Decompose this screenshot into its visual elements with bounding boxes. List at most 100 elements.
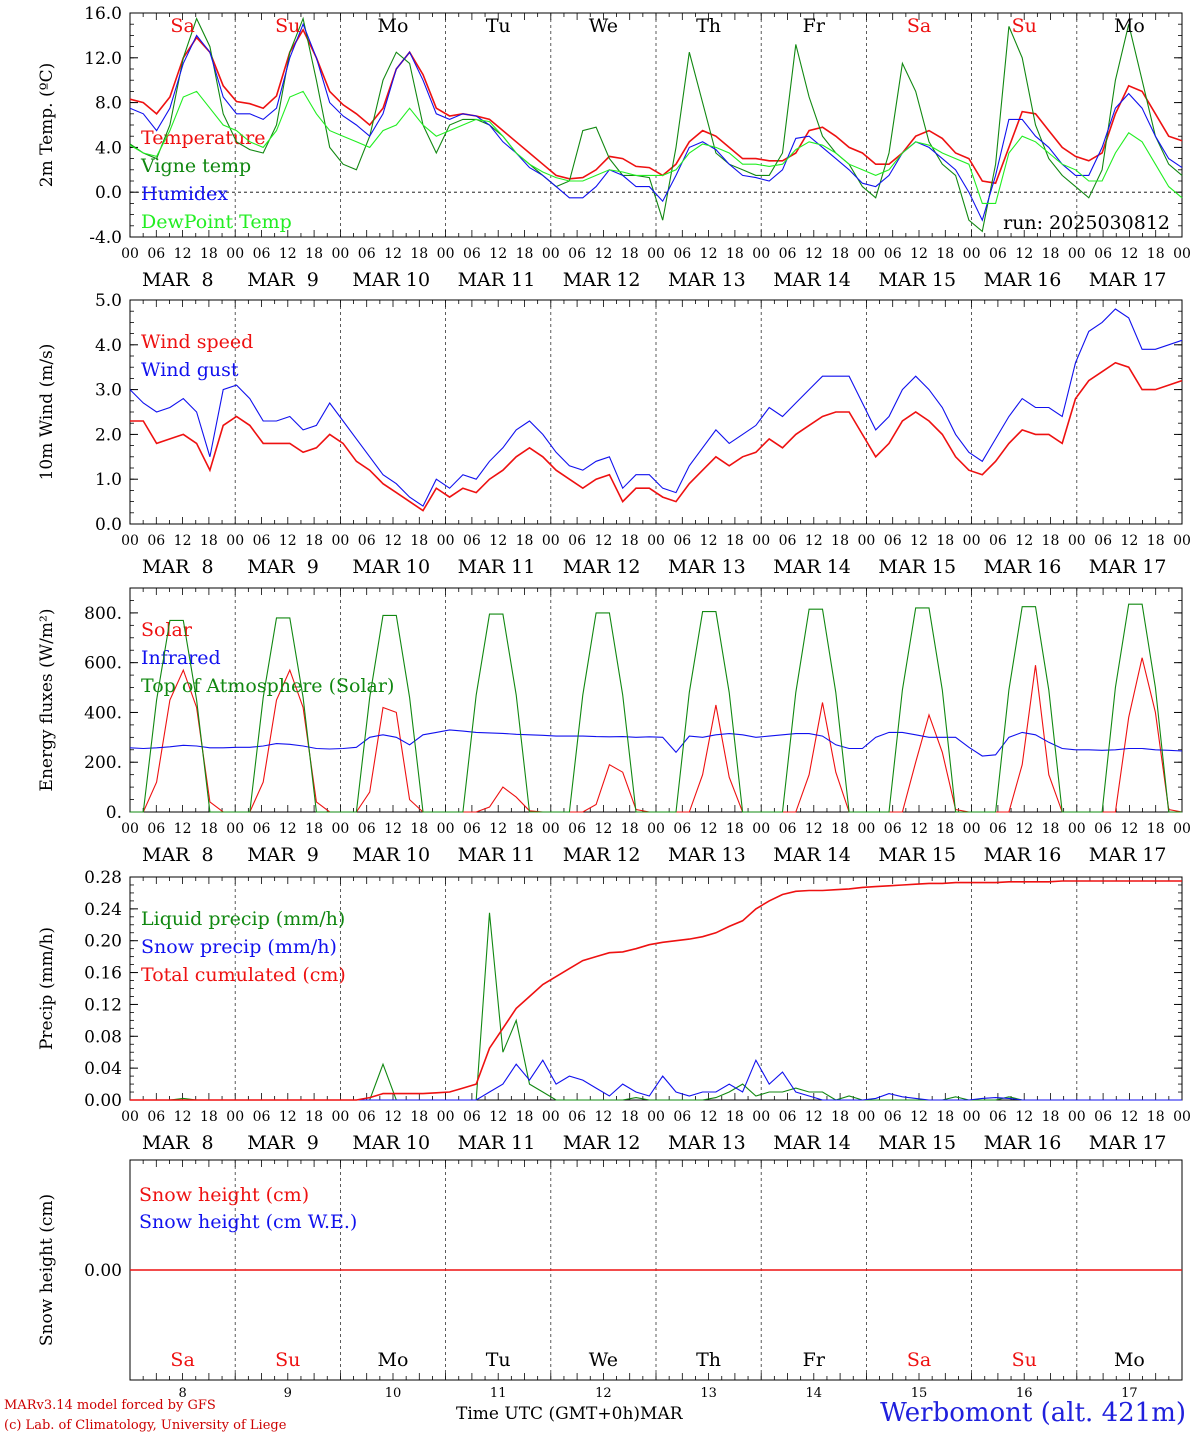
x-hour-label: 00 xyxy=(331,246,349,262)
x-hour-label: 18 xyxy=(621,821,639,837)
x-hour-label: 18 xyxy=(200,533,218,549)
y-tick-label: 0.08 xyxy=(84,1027,122,1047)
x-hour-label: 12 xyxy=(1120,821,1138,837)
x-hour-label: 06 xyxy=(358,246,376,262)
weekday-label: Su xyxy=(1012,1349,1037,1371)
weekday-label: Sa xyxy=(907,1349,931,1371)
x-hour-label: 00 xyxy=(437,821,455,837)
x-hour-label: 06 xyxy=(358,533,376,549)
x-hour-label: 18 xyxy=(305,246,323,262)
y-tick-label: -4.0 xyxy=(89,228,122,248)
x-hour-label: 00 xyxy=(331,821,349,837)
y-axis-label: 10m Wind (m/s) xyxy=(37,344,57,481)
weekday-label: We xyxy=(589,1349,618,1371)
x-hour-label: 00 xyxy=(1068,246,1086,262)
x-hour-label: 18 xyxy=(1147,533,1165,549)
x-hour-label: 00 xyxy=(1068,821,1086,837)
weekday-label: Mo xyxy=(1114,1349,1145,1371)
x-hour-label: 18 xyxy=(516,1109,534,1125)
weekday-label: Mo xyxy=(378,15,409,37)
x-date-label: MAR 12 xyxy=(563,556,641,578)
x-hour-label: 06 xyxy=(147,821,165,837)
day-number-label: 13 xyxy=(700,1386,717,1401)
x-date-label: MAR 10 xyxy=(352,556,430,578)
x-hour-label: 00 xyxy=(752,533,770,549)
weekday-label: Tu xyxy=(486,1349,511,1371)
x-hour-label: 12 xyxy=(384,1109,402,1125)
y-axis-label: Precip (mm/h) xyxy=(37,927,57,1050)
x-date-label: MAR 15 xyxy=(878,844,956,866)
y-tick-label: 200. xyxy=(84,753,122,773)
x-hour-label: 12 xyxy=(489,246,507,262)
x-hour-label: 18 xyxy=(726,1109,744,1125)
y-tick-label: 0.0 xyxy=(95,183,122,203)
x-hour-label: 06 xyxy=(989,246,1007,262)
x-hour-label: 06 xyxy=(673,533,691,549)
x-hour-label: 12 xyxy=(279,246,297,262)
x-date-label: MAR 9 xyxy=(247,844,319,866)
x-hour-label: 12 xyxy=(1015,1109,1033,1125)
x-hour-label: 00 xyxy=(542,533,560,549)
series-line-dewpoint-temp xyxy=(129,90,1183,204)
x-hour-label: 06 xyxy=(884,821,902,837)
x-hour-label: 06 xyxy=(779,821,797,837)
x-hour-label: 12 xyxy=(910,1109,928,1125)
panel-2: 0.0 1.0 2.0 3.0 4.0 5.0 10m Wind (m/s) Wind spe… xyxy=(37,291,1191,578)
series-line-top-of-atmosphere-solar- xyxy=(130,603,1182,813)
x-axis-month: MAR xyxy=(640,1404,683,1424)
x-hour-label: 18 xyxy=(1147,1109,1165,1125)
y-tick-label: 0.00 xyxy=(84,1261,122,1281)
x-hour-label: 12 xyxy=(805,821,823,837)
legend-entry: Humidex xyxy=(141,183,228,205)
weekday-label: Fr xyxy=(803,15,826,37)
x-hour-label: 00 xyxy=(121,821,139,837)
x-hour-label: 06 xyxy=(253,821,271,837)
x-hour-label: 18 xyxy=(410,821,428,837)
legend-entry: DewPoint Temp xyxy=(141,211,292,233)
x-hour-label: 12 xyxy=(1015,533,1033,549)
x-hour-label: 06 xyxy=(989,533,1007,549)
x-hour-label: 00 xyxy=(857,1109,875,1125)
x-hour-label: 00 xyxy=(857,246,875,262)
x-hour-label: 18 xyxy=(305,821,323,837)
x-hour-label: 12 xyxy=(174,1109,192,1125)
x-hour-label: 12 xyxy=(174,533,192,549)
panel-frame xyxy=(129,299,1183,525)
x-date-label: MAR 16 xyxy=(984,269,1062,291)
x-hour-label: 06 xyxy=(358,821,376,837)
x-hour-label: 18 xyxy=(1042,1109,1060,1125)
x-hour-label: 00 xyxy=(963,821,981,837)
x-hour-label: 00 xyxy=(963,1109,981,1125)
x-hour-label: 18 xyxy=(936,246,954,262)
x-date-label: MAR 16 xyxy=(984,1132,1062,1154)
weekday-label: Fr xyxy=(803,1349,826,1371)
x-hour-label: 12 xyxy=(910,821,928,837)
x-hour-label: 06 xyxy=(989,821,1007,837)
x-hour-label: 00 xyxy=(963,246,981,262)
x-date-label: MAR 8 xyxy=(142,556,214,578)
day-number-label: 8 xyxy=(178,1386,186,1401)
x-hour-label: 18 xyxy=(410,246,428,262)
y-tick-label: 0.16 xyxy=(84,964,122,984)
x-date-label: MAR 14 xyxy=(773,844,851,866)
x-hour-label: 06 xyxy=(673,1109,691,1125)
footer-model-credit: MARv3.14 model forced by GFS xyxy=(4,1398,216,1413)
y-tick-label: 2.0 xyxy=(95,425,122,445)
x-hour-label: 12 xyxy=(174,246,192,262)
x-hour-label: 06 xyxy=(779,533,797,549)
x-hour-label: 00 xyxy=(752,1109,770,1125)
x-hour-label: 12 xyxy=(174,821,192,837)
x-hour-label: 18 xyxy=(936,1109,954,1125)
x-hour-label: 18 xyxy=(200,821,218,837)
legend-entry: Top of Atmosphere (Solar) xyxy=(141,675,394,697)
day-number-label: 11 xyxy=(490,1386,507,1401)
x-hour-label: 18 xyxy=(936,533,954,549)
x-hour-label: 06 xyxy=(147,533,165,549)
y-tick-label: 4.0 xyxy=(95,138,122,158)
x-hour-label: 00 xyxy=(963,533,981,549)
y-axis-label: Energy fluxes (W/m²) xyxy=(37,609,57,792)
x-hour-label: 06 xyxy=(1094,246,1112,262)
x-date-label: MAR 12 xyxy=(563,1132,641,1154)
x-hour-label: 00 xyxy=(331,533,349,549)
